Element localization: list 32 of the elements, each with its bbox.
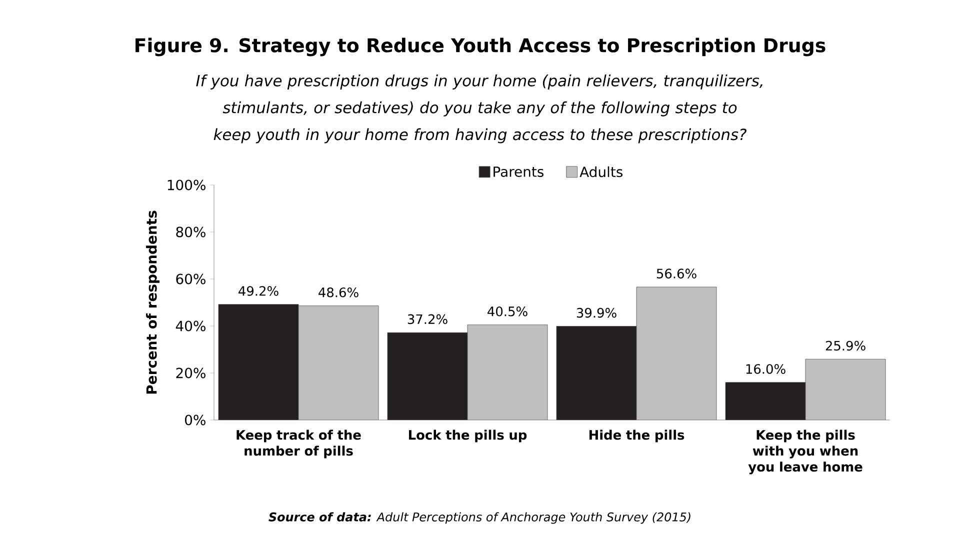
x-tick-label: Keep the pills with you when you leave home [748, 430, 862, 474]
bar [636, 286, 717, 420]
data-label: 37.2% [408, 314, 448, 324]
y-axis-title: Percent of respondents [146, 210, 160, 394]
bar [298, 306, 379, 420]
x-tick-label: Hide the pills [589, 430, 684, 442]
data-label: 48.6% [318, 287, 358, 298]
legend-label: Adults [580, 166, 622, 178]
bar [218, 304, 299, 420]
legend-label: Parents [494, 166, 544, 177]
y-tick-label: 60% [176, 274, 206, 284]
data-label: 25.9% [826, 340, 866, 351]
bar [467, 324, 548, 420]
data-label: 56.6% [656, 268, 696, 278]
chart-title: Figure 9. Strategy to Reduce Youth Access to Prescription Drugs [136, 38, 826, 56]
bar [556, 326, 637, 420]
text: Source of data: Adult Perceptions of Anchorage Youth Survey (2015) [268, 512, 690, 524]
y-tick-label: 100% [168, 180, 206, 190]
x-tick-label: Lock the pills up [409, 430, 527, 442]
x-tick-label: Keep track of the number of pills [236, 430, 361, 458]
chart-subtitle: If you have prescription drugs in your home (pain relievers, tranquilizers, stimulants, or sedatives) do you take any of the following steps to keep youth in your home from having access to these prescriptions? [196, 74, 762, 144]
y-tick-label: 0% [185, 414, 206, 426]
data-label: 49.2% [238, 286, 278, 296]
y-tick-label: 80% [176, 226, 206, 238]
data-label: 16.0% [746, 364, 786, 374]
y-tick-label: 40% [176, 320, 206, 332]
y-tick-label: 20% [176, 368, 206, 378]
bar [725, 382, 806, 420]
bar [805, 358, 886, 420]
bar [387, 332, 468, 420]
data-label: 40.5% [488, 306, 528, 316]
data-label: 39.9% [576, 308, 616, 318]
